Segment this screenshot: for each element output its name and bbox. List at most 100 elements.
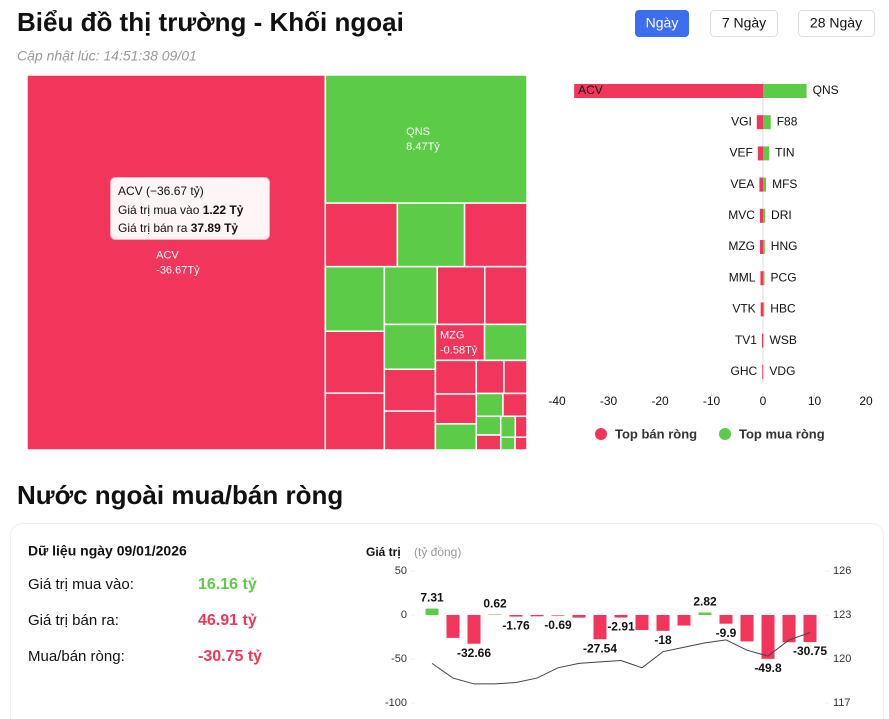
- bar-label: QNS: [813, 83, 839, 97]
- treemap-cell: [499, 436, 516, 451]
- tooltip-value: 37.89 Tỷ: [191, 221, 239, 235]
- bar: [551, 615, 565, 616]
- legend-label: Top mua ròng: [739, 426, 825, 441]
- tab-active[interactable]: [635, 10, 689, 37]
- x-tick-label: -10: [703, 394, 721, 408]
- bar-label: VTK: [732, 302, 755, 316]
- bar-label: WSB: [770, 333, 797, 347]
- bar: [530, 615, 544, 617]
- treemap-value: -0.58Tỷ: [440, 344, 478, 356]
- treemap-cell: [436, 265, 486, 326]
- value-label: -49.8: [754, 661, 782, 675]
- bar: [656, 615, 670, 631]
- bar: [614, 615, 628, 618]
- treemap-cell: [503, 359, 528, 395]
- tooltip-row: Giá trị mua vào 1.22 Tỷ: [118, 203, 244, 217]
- value-label: -32.66: [457, 646, 491, 660]
- treemap-cell: [434, 393, 478, 425]
- treemap-cell: [383, 410, 437, 451]
- tooltip-box: [110, 177, 270, 240]
- summary-value: 16.16 tỷ: [198, 576, 257, 593]
- treemap-cell: [475, 415, 502, 436]
- treemap-label: ACV: [156, 249, 179, 261]
- line: [431, 632, 811, 685]
- tab[interactable]: [798, 10, 875, 37]
- bar-label: VEA: [730, 177, 754, 191]
- bar: [425, 608, 439, 615]
- y2-tick-label: 117: [833, 697, 851, 709]
- value-label: -18: [654, 633, 672, 647]
- tooltip-label: Giá trị bán ra: [118, 221, 188, 235]
- bar: [803, 615, 817, 643]
- bar: [488, 614, 502, 615]
- bar-label: TV1: [735, 333, 757, 347]
- summary-value: 46.91 tỷ: [198, 612, 257, 629]
- bar: [760, 271, 763, 286]
- tab-label[interactable]: 7 Ngày: [722, 15, 766, 31]
- bar: [782, 615, 796, 643]
- bar-label: MVC: [728, 208, 755, 222]
- bar: [757, 146, 763, 161]
- summary-value: -30.75 tỷ: [198, 648, 262, 665]
- treemap-label: QNS: [406, 126, 430, 138]
- bar: [574, 84, 763, 98]
- bar-label: HNG: [771, 239, 798, 253]
- treemap-cell: [483, 265, 528, 326]
- treemap-cell: [324, 330, 386, 394]
- treemap-cell: [502, 392, 528, 418]
- bar: [763, 208, 766, 223]
- treemap-cell: [463, 202, 528, 268]
- treemap-cell: [434, 423, 478, 451]
- bar-label: HBC: [770, 302, 796, 316]
- bar: [761, 615, 775, 659]
- bar: [763, 333, 764, 348]
- treemap-cell: [324, 392, 386, 451]
- treemap-cell: [514, 415, 528, 438]
- treemap-cell: [324, 74, 528, 204]
- bar: [763, 146, 770, 161]
- tab[interactable]: [710, 10, 778, 37]
- bar: [763, 271, 765, 286]
- legend-marker: [595, 428, 607, 440]
- x-tick-label: -20: [651, 394, 669, 408]
- tooltip-row: Giá trị bán ra 37.89 Tỷ: [118, 221, 238, 235]
- x-tick-label: 0: [760, 394, 767, 408]
- bar: [677, 615, 691, 626]
- bar: [572, 615, 586, 618]
- y-tick-label: -50: [391, 653, 407, 665]
- bar: [763, 84, 807, 98]
- treemap-label: MZG: [440, 329, 464, 341]
- updated-time: Cập nhật lúc: 14:51:38 09/01: [17, 48, 197, 64]
- bar-label: ACV: [578, 83, 603, 97]
- section-title: Nước ngoài mua/bán ròng: [17, 480, 343, 510]
- treemap-cell: [475, 359, 505, 395]
- treemap-cell: [26, 74, 327, 451]
- bar-label: VEF: [730, 146, 753, 160]
- tab-label[interactable]: Ngày: [646, 15, 679, 31]
- value-label: 0.62: [483, 597, 507, 611]
- y-axis-title: Giá trị: [366, 545, 401, 559]
- bar: [760, 302, 763, 317]
- legend-label: Top bán ròng: [615, 426, 697, 441]
- legend-marker: [719, 428, 731, 440]
- value-label: 7.31: [420, 591, 444, 605]
- bar-label: TIN: [775, 146, 794, 160]
- treemap: ACV -36.67Tỷ QNS 8.47Tỷ MZG -0.58Tỷ: [26, 74, 528, 451]
- value-label: -2.91: [607, 620, 635, 634]
- bar: [763, 240, 765, 254]
- bar: [446, 615, 460, 638]
- tab-label[interactable]: 28 Ngày: [810, 15, 862, 31]
- bar: [509, 615, 523, 617]
- x-tick-label: 20: [859, 394, 873, 408]
- bar: [756, 115, 763, 130]
- tooltip-value: 1.22 Tỷ: [203, 203, 244, 217]
- bar: [759, 208, 763, 223]
- bar-label: PCG: [771, 270, 797, 284]
- x-tick-label: -30: [600, 394, 618, 408]
- treemap-cell: [383, 323, 437, 371]
- bar-label: MZG: [728, 239, 755, 253]
- bar: [763, 115, 771, 130]
- treemap-cell: [475, 434, 502, 451]
- treemap-cell: [383, 368, 437, 412]
